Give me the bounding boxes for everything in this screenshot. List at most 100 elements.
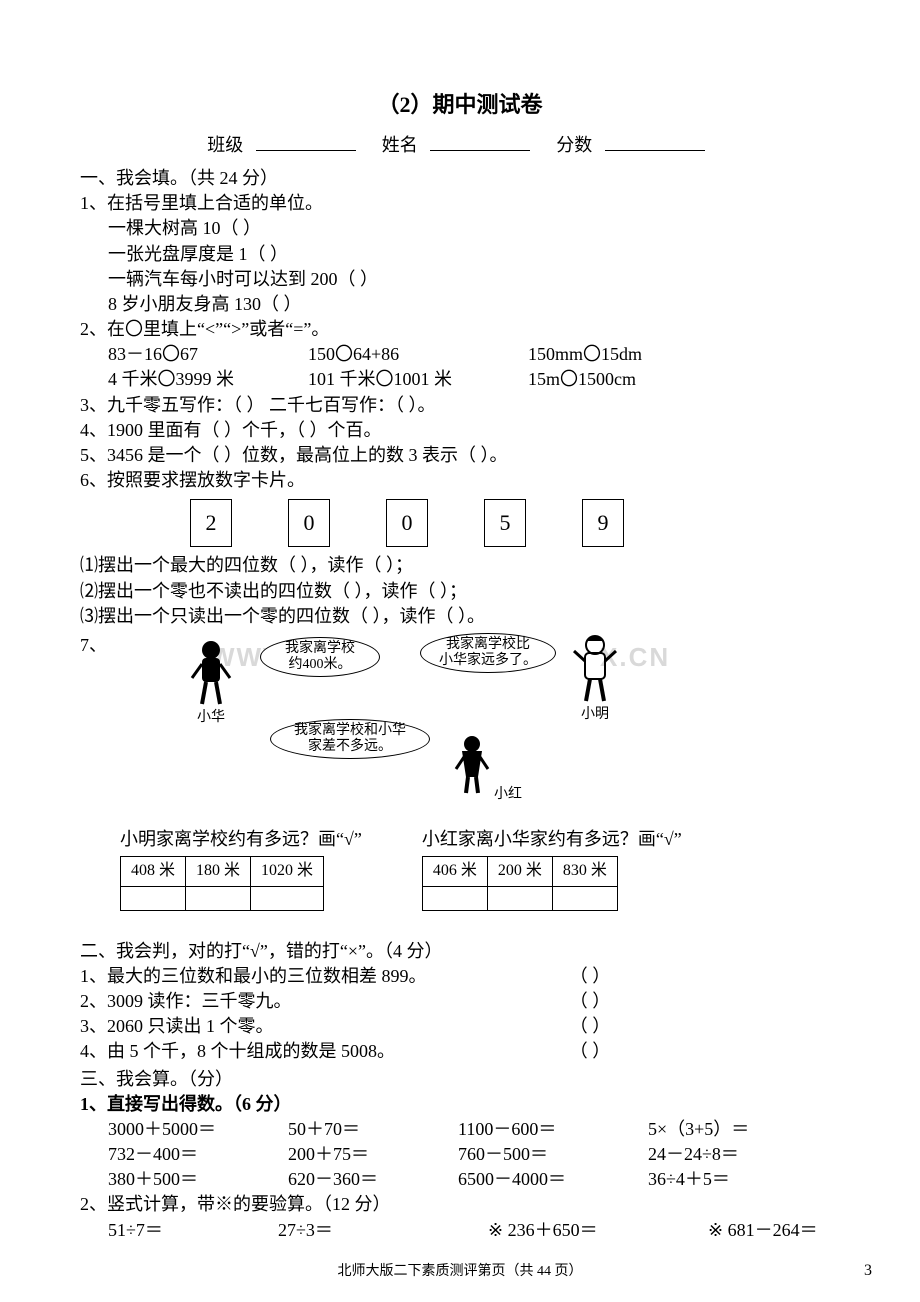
q1-a: 一棵大树高 10（ ） [80,216,840,241]
card-0a: 0 [288,499,330,547]
t2-c2: 200 米 [487,857,552,886]
card-5: 5 [484,499,526,547]
calc-1: 50＋70＝ [288,1117,458,1142]
student-header: 班级 姓名 分数 [80,133,840,158]
person-xiaohong [450,733,494,797]
t1-a2[interactable] [186,886,251,910]
person-xiaoming: 小明 [570,633,620,725]
t2-a2[interactable] [487,886,552,910]
judge-2-stem: 2、3009 读作：三千零九。 [80,989,510,1014]
bubble-xiaohong-text: 我家离学校和小华 家差不多远。 [294,723,406,754]
card-0b: 0 [386,499,428,547]
calc-0: 3000＋5000＝ [108,1117,288,1142]
t2-c1: 406 米 [422,857,487,886]
calc-8: 380＋500＝ [108,1167,288,1192]
t1-c2: 180 米 [186,857,251,886]
calc-5: 200＋75＝ [288,1142,458,1167]
calc-7: 24－24÷8＝ [648,1142,838,1167]
q1-stem: 1、在括号里填上合适的单位。 [80,191,840,216]
score-label: 分数 [556,135,592,155]
q2-r2a: 4 千米〇3999 米 [108,367,308,392]
tick-q2-block: 小红家离小华家约有多远？画“√” 406 米 200 米 830 米 [422,827,682,911]
q2-r1b: 150〇64+86 [308,342,528,367]
page-number: 3 [864,1260,872,1282]
name-label: 姓名 [382,135,418,155]
card-2: 2 [190,499,232,547]
tick-q2-text: 小红家离小华家约有多远？画“√” [422,827,682,852]
bubble-xiaoming-text: 我家离学校比 小华家远多了。 [439,637,537,668]
vert-2: ※ 236＋650＝ [488,1218,708,1243]
q7-label: 7、 [80,633,107,658]
page-title: （2）期中测试卷 [80,90,840,121]
q6-cards: 2 0 0 5 9 [80,499,840,547]
t1-c3: 1020 米 [251,857,324,886]
q6-a: ⑴摆出一个最大的四位数（ ），读作（ ）； [80,553,840,578]
calc-4: 732－400＝ [108,1142,288,1167]
page-footer: 北师大版二下素质测评第页（共 44 页） [0,1262,920,1282]
t1-c1: 408 米 [121,857,186,886]
score-blank[interactable] [605,133,705,151]
judge-4-paren[interactable]: （ ） [510,1039,670,1064]
q7-illustration: 7、 WWW X.CN 小华 我家离学校 约400米。 我家离学校比 小华家远多… [80,633,840,823]
label-xiaohong: 小红 [494,785,522,805]
bubble-xiaoming: 我家离学校比 小华家远多了。 [420,633,556,673]
q2-r2c: 15m〇1500cm [528,367,728,392]
t2-a3[interactable] [552,886,617,910]
calc-11: 36÷4＋5＝ [648,1167,838,1192]
judge-2-paren[interactable]: （ ） [510,989,670,1014]
section-1-heading: 一、我会填。（共 24 分） [80,166,840,191]
label-xiaohua: 小华 [188,708,234,728]
q2-stem: 2、在〇里填上“<”“>”或者“=”。 [80,317,840,342]
vert-1: 27÷3＝ [278,1218,488,1243]
q6-b: ⑵摆出一个零也不读出的四位数（ ），读作（ ）； [80,579,840,604]
class-blank[interactable] [256,133,356,151]
person-xiaohua: 小华 [188,638,234,728]
tick-q1-text: 小明家离学校约有多远？画“√” [120,827,362,852]
q2-r2b: 101 千米〇1001 米 [308,367,528,392]
q5: 5、3456 是一个（ ）位数，最高位上的数 3 表示（ ）。 [80,443,840,468]
q4: 4、1900 里面有（ ）个千，（ ）个百。 [80,418,840,443]
q2-r1a: 83－16〇67 [108,342,308,367]
q2-r1c: 150mm〇15dm [528,342,728,367]
t2-a1[interactable] [422,886,487,910]
q7-tick-questions: 小明家离学校约有多远？画“√” 408 米 180 米 1020 米 小红家离小… [80,827,840,911]
t1-a3[interactable] [251,886,324,910]
judge-4: 4、由 5 个千，8 个十组成的数是 5008。 （ ） [80,1039,840,1064]
judge-3-paren[interactable]: （ ） [510,1014,670,1039]
vert-grid: 51÷7＝ 27÷3＝ ※ 236＋650＝ ※ 681－264＝ [80,1218,840,1243]
judge-4-stem: 4、由 5 个千，8 个十组成的数是 5008。 [80,1039,510,1064]
page: （2）期中测试卷 班级 姓名 分数 一、我会填。（共 24 分） 1、在括号里填… [0,0,920,1302]
bubble-xiaohong: 我家离学校和小华 家差不多远。 [270,719,430,759]
child-icon [450,733,494,797]
tick-q1-block: 小明家离学校约有多远？画“√” 408 米 180 米 1020 米 [120,827,362,911]
q6-stem: 6、按照要求摆放数字卡片。 [80,468,840,493]
class-label: 班级 [207,135,243,155]
judge-1: 1、最大的三位数和最小的三位数相差 899。 （ ） [80,964,840,989]
section-2-heading: 二、我会判，对的打“√”，错的打“×”。（4 分） [80,939,840,964]
calc-3: 5×（3+5）＝ [648,1117,838,1142]
name-blank[interactable] [430,133,530,151]
t1-a1[interactable] [121,886,186,910]
judge-1-paren[interactable]: （ ） [510,964,670,989]
s3-p2-stem: 2、竖式计算，带※的要验算。（12 分） [80,1192,840,1217]
child-icon [570,633,620,705]
tick-table-1: 408 米 180 米 1020 米 [120,856,324,910]
child-icon [188,638,234,708]
q3: 3、九千零五写作：（ ） 二千七百写作：（ ）。 [80,393,840,418]
s3-p1-stem: 1、直接写出得数。（6 分） [80,1092,840,1117]
calc-10: 6500－4000＝ [458,1167,648,1192]
vert-3: ※ 681－264＝ [708,1218,868,1243]
judge-3: 3、2060 只读出 1 个零。 （ ） [80,1014,840,1039]
judge-3-stem: 3、2060 只读出 1 个零。 [80,1014,510,1039]
vert-0: 51÷7＝ [108,1218,278,1243]
q6-c: ⑶摆出一个只读出一个零的四位数（ ），读作（ ）。 [80,604,840,629]
judge-1-stem: 1、最大的三位数和最小的三位数相差 899。 [80,964,510,989]
calc-grid: 3000＋5000＝ 50＋70＝ 1100－600＝ 5×（3+5）＝ 732… [80,1117,840,1193]
q1-b: 一张光盘厚度是 1（ ） [80,242,840,267]
q2-row1: 83－16〇67 150〇64+86 150mm〇15dm [80,342,840,367]
t2-c3: 830 米 [552,857,617,886]
label-xiaoming: 小明 [570,705,620,725]
section-3-heading: 三、我会算。（分） [80,1067,840,1092]
tick-table-2: 406 米 200 米 830 米 [422,856,618,910]
q1-c: 一辆汽车每小时可以达到 200（ ） [80,267,840,292]
